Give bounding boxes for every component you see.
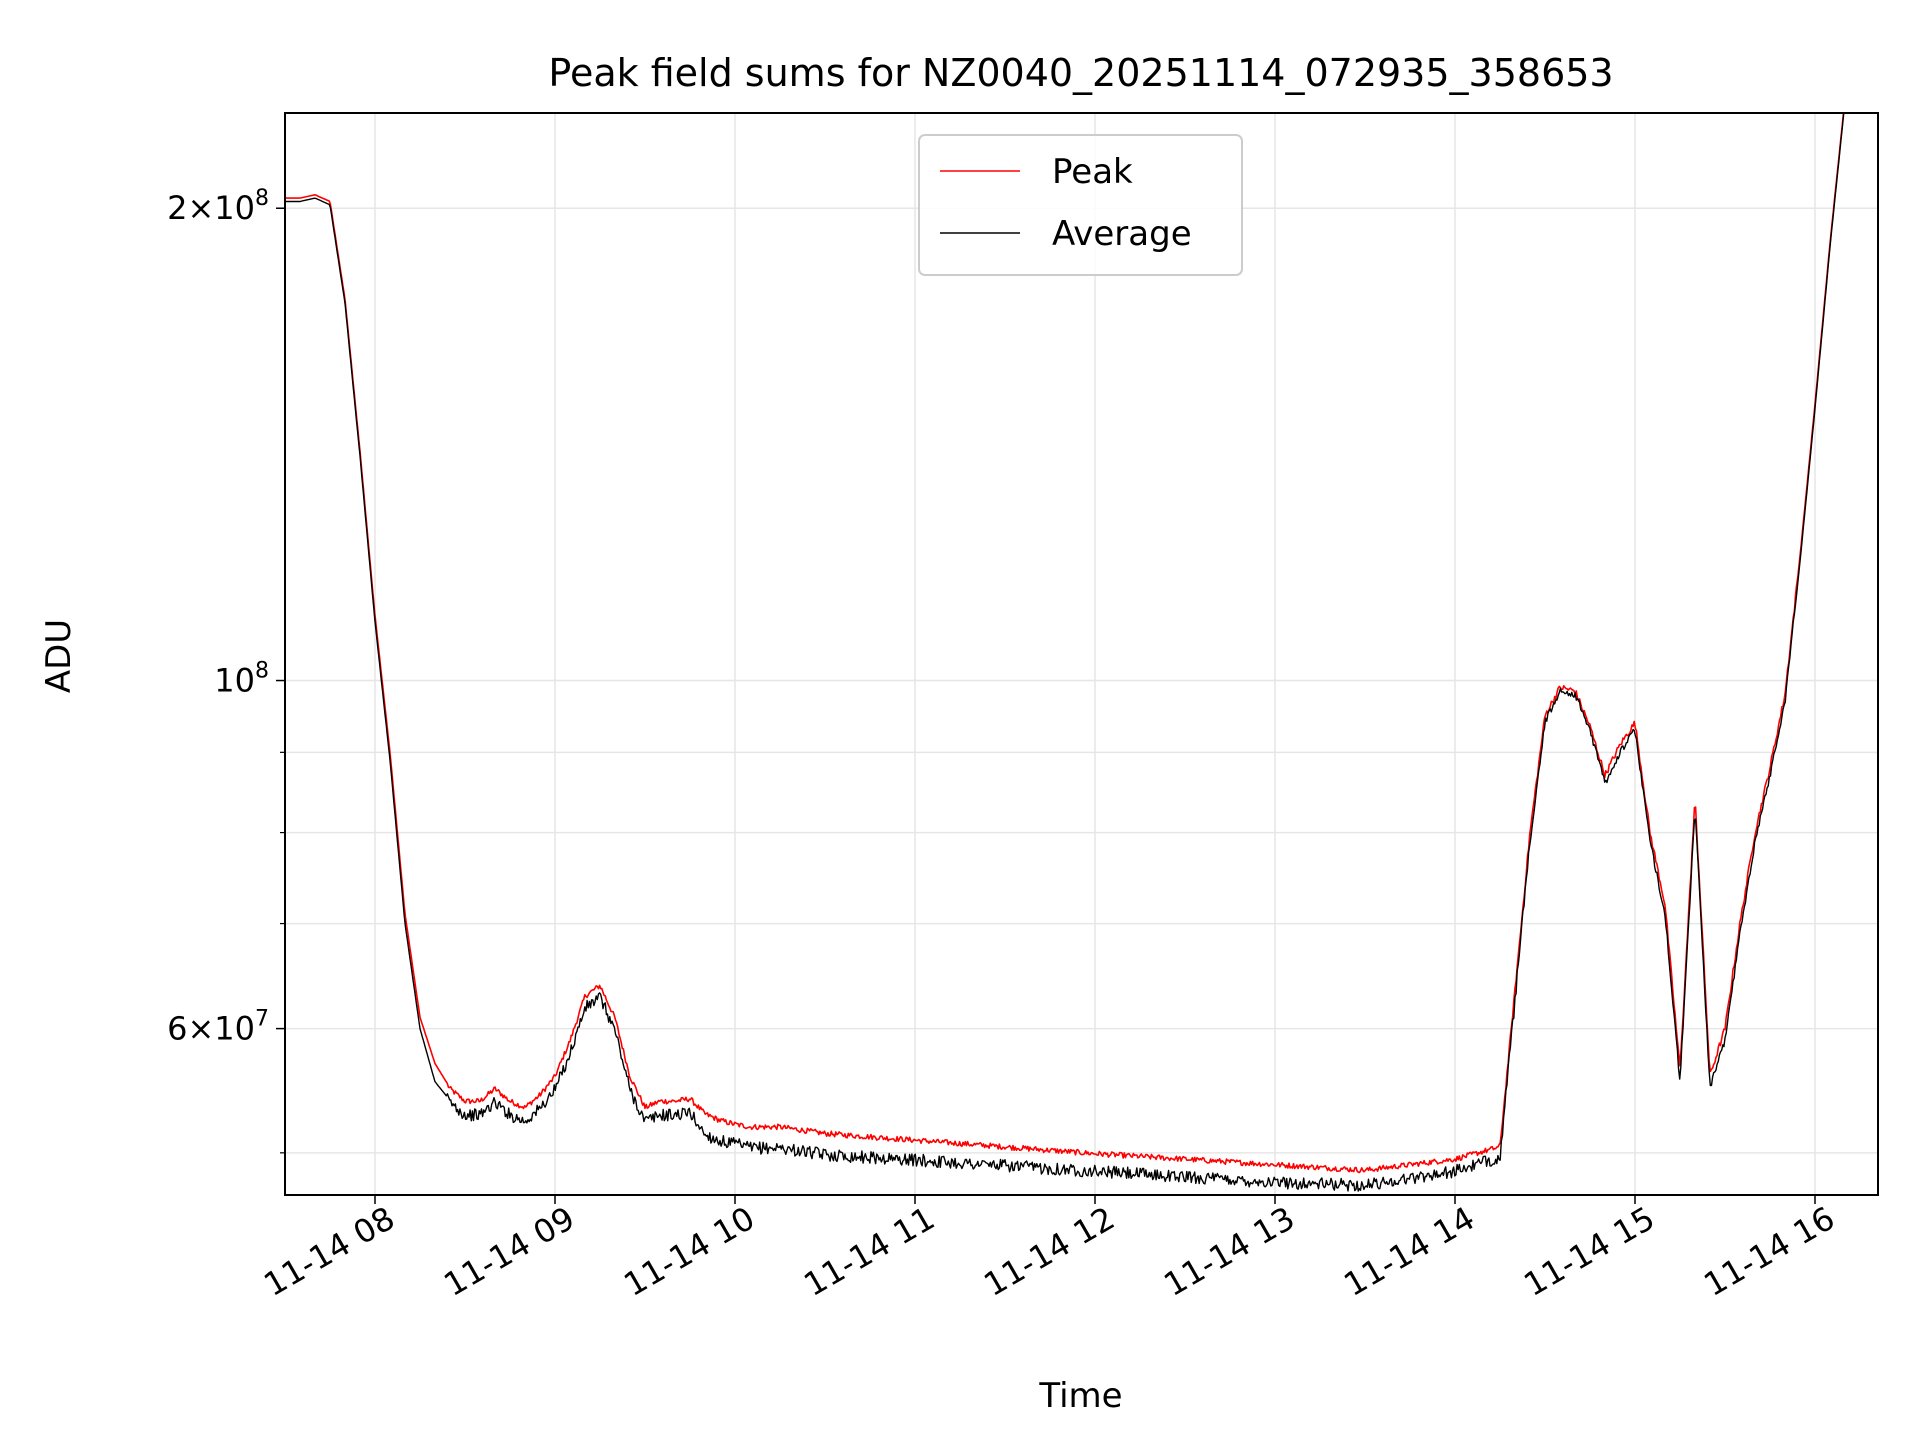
plot-frame [284, 112, 1879, 1196]
x-axis-label: Time [1038, 1376, 1122, 1416]
series-layer [285, 113, 1845, 1192]
legend-label-average: Average [1052, 214, 1192, 254]
y-tick-mantissa: 10 [214, 1010, 255, 1048]
chart-title: Peak field sums for NZ0040_20251114_0729… [548, 51, 1613, 95]
series-line-peak [285, 113, 1845, 1174]
y-tick-label: 6×107 [167, 1007, 269, 1048]
series-line-average [285, 113, 1845, 1192]
y-tick-exponent: 8 [255, 186, 269, 211]
y-tick-base: 6 [167, 1010, 187, 1048]
y-tick-exponent: 8 [255, 659, 269, 684]
y-tick-mantissa: 10 [214, 189, 255, 227]
y-tick-mantissa: 10 [214, 662, 255, 700]
y-tick-exponent: 7 [255, 1007, 269, 1032]
grid [285, 113, 1878, 1195]
y-tick-times: × [187, 1010, 214, 1048]
y-axis-label: ADU [39, 619, 79, 693]
y-tick-base: 2 [167, 189, 187, 227]
legend-box [918, 134, 1243, 276]
y-tick-label: 108 [214, 659, 269, 700]
legend: Peak Average [918, 134, 1243, 276]
legend-label-peak: Peak [1052, 152, 1133, 192]
y-tick-label: 2×108 [167, 186, 269, 227]
y-tick-times: × [187, 189, 214, 227]
